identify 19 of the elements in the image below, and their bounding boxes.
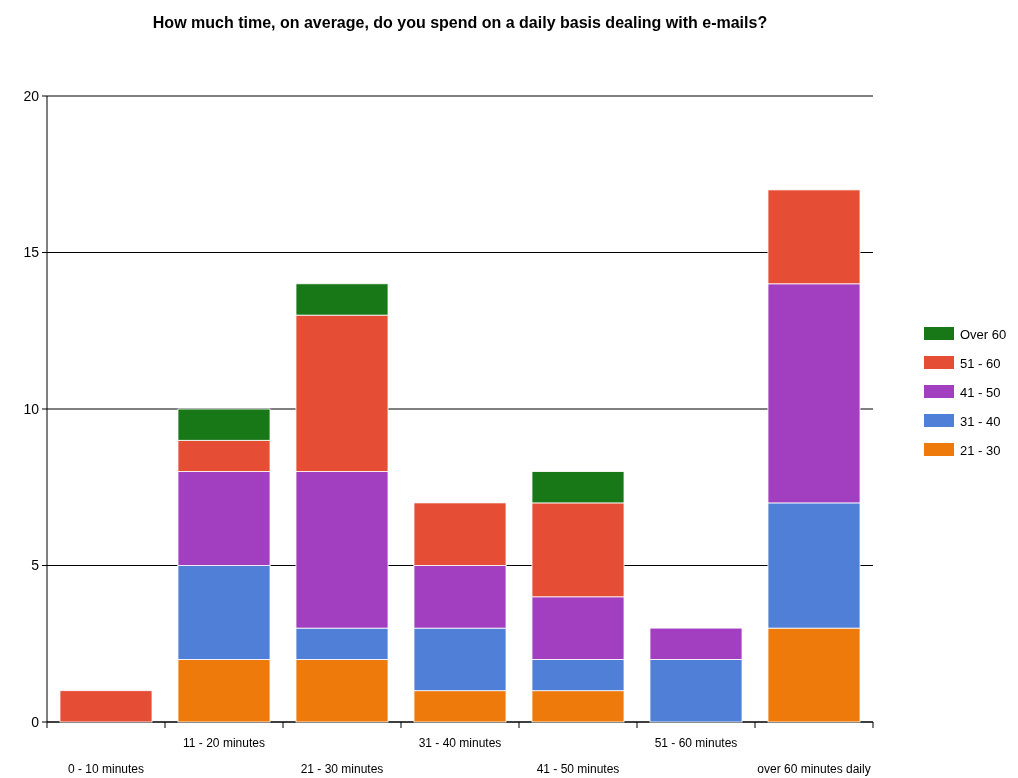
x-tick-label: 0 - 10 minutes — [67, 762, 145, 776]
legend-label: 31 - 40 — [960, 413, 1001, 429]
y-tick-label: 15 — [23, 244, 40, 261]
x-tick-label: 11 - 20 minutes — [183, 736, 265, 750]
x-tick-label: 51 - 60 minutes — [654, 736, 738, 750]
x-tick-label: 21 - 30 minutes — [300, 762, 384, 776]
x-tick-label: 31 - 40 minutes — [418, 736, 502, 750]
legend-label: 21 - 30 — [960, 442, 1001, 458]
y-tick-label: 10 — [23, 400, 40, 417]
legend-label: 51 - 60 — [960, 355, 1001, 371]
y-tick-label: 5 — [31, 557, 40, 574]
x-tick-label: 41 - 50 minutes — [536, 762, 620, 776]
bar — [59, 690, 153, 723]
y-tick-label: 20 — [23, 87, 40, 104]
x-tick-label: over 60 minutes daily — [757, 762, 871, 776]
legend-label: 41 - 50 — [960, 384, 1001, 400]
y-tick-label: 0 — [31, 713, 40, 730]
chart-title: How much time, on average, do you spend on a daily basis dealing with e-mails? — [152, 14, 768, 31]
legend-label: Over 60 — [960, 326, 1007, 342]
